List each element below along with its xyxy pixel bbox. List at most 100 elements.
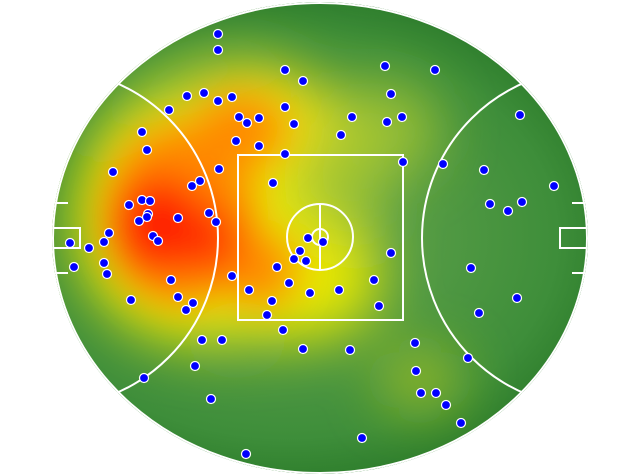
point (103, 227, 115, 239)
point (253, 140, 265, 152)
point (346, 111, 358, 123)
point (125, 294, 137, 306)
point (484, 198, 496, 210)
point (172, 291, 184, 303)
point (288, 118, 300, 130)
point (133, 215, 145, 227)
point (277, 324, 289, 336)
point (297, 75, 309, 87)
point (368, 274, 380, 286)
point (233, 111, 245, 123)
point (440, 399, 452, 411)
point (141, 211, 153, 223)
point (152, 235, 164, 247)
boundary (52, 2, 588, 474)
point (300, 255, 312, 267)
centre-square (237, 154, 404, 321)
point (415, 387, 427, 399)
point (385, 247, 397, 259)
point (210, 216, 222, 228)
point (279, 64, 291, 76)
point (294, 245, 306, 257)
point (212, 44, 224, 56)
point (396, 111, 408, 123)
point (514, 109, 526, 121)
point (373, 300, 385, 312)
point (279, 148, 291, 160)
goal-square-left (52, 227, 81, 249)
point (212, 95, 224, 107)
point (136, 126, 148, 138)
point (430, 387, 442, 399)
point (101, 268, 113, 280)
point (181, 90, 193, 102)
point (410, 365, 422, 377)
point (409, 337, 421, 349)
point (397, 156, 409, 168)
point (381, 116, 393, 128)
point (271, 261, 283, 273)
point (317, 236, 329, 248)
point (165, 274, 177, 286)
point (163, 104, 175, 116)
point (64, 237, 76, 249)
point (478, 164, 490, 176)
point (304, 287, 316, 299)
point (465, 262, 477, 274)
point (511, 292, 523, 304)
point (429, 64, 441, 76)
point (297, 343, 309, 355)
point (205, 393, 217, 405)
point (516, 196, 528, 208)
point (241, 117, 253, 129)
point (138, 372, 150, 384)
points (64, 28, 560, 460)
point (283, 277, 295, 289)
point (212, 28, 224, 40)
point (216, 334, 228, 346)
arc-right (421, 68, 588, 408)
point (261, 309, 273, 321)
point (279, 101, 291, 113)
point (455, 417, 467, 429)
point (107, 166, 119, 178)
point (333, 284, 345, 296)
point (385, 88, 397, 100)
point (335, 129, 347, 141)
point (253, 112, 265, 124)
point (141, 144, 153, 156)
point (267, 177, 279, 189)
point (196, 334, 208, 346)
point (226, 270, 238, 282)
point (473, 307, 485, 319)
point (243, 284, 255, 296)
point (198, 87, 210, 99)
point (344, 344, 356, 356)
point (172, 212, 184, 224)
point (462, 352, 474, 364)
point (266, 295, 278, 307)
point (379, 60, 391, 72)
point (189, 360, 201, 372)
point (123, 199, 135, 211)
point (194, 175, 206, 187)
point (98, 236, 110, 248)
point (437, 158, 449, 170)
point (213, 163, 225, 175)
point (180, 304, 192, 316)
goal-square-right (559, 227, 588, 249)
point (288, 253, 300, 265)
point (302, 232, 314, 244)
arc-left (52, 68, 219, 408)
point (144, 195, 156, 207)
point (240, 448, 252, 460)
point (226, 91, 238, 103)
point (203, 207, 215, 219)
point (186, 180, 198, 192)
point (548, 180, 560, 192)
point (83, 242, 95, 254)
point (230, 135, 242, 147)
point (187, 297, 199, 309)
